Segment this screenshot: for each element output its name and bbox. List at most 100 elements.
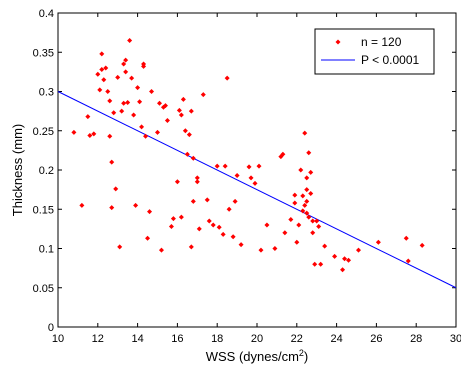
regression-line xyxy=(57,91,457,289)
data-point xyxy=(246,164,252,170)
data-point xyxy=(403,235,409,241)
data-point xyxy=(346,257,352,263)
data-point xyxy=(135,85,141,91)
data-point xyxy=(204,197,210,203)
x-tick-label: 28 xyxy=(410,333,422,345)
data-point xyxy=(294,239,300,245)
data-point xyxy=(272,246,278,251)
data-point xyxy=(99,67,105,73)
data-point xyxy=(109,159,115,165)
data-point xyxy=(119,108,125,114)
data-point xyxy=(419,242,425,248)
data-point xyxy=(222,163,228,169)
data-point xyxy=(342,256,348,262)
data-point xyxy=(304,175,310,181)
x-tick-label: 10 xyxy=(52,333,64,345)
x-tick-label: 26 xyxy=(370,333,382,345)
y-tick-label: 0.2 xyxy=(39,165,54,177)
data-point xyxy=(224,75,230,81)
legend-label-scatter: n = 120 xyxy=(361,35,402,49)
data-point xyxy=(188,244,194,250)
y-tick-label: 0.05 xyxy=(33,283,54,295)
data-point xyxy=(206,218,212,224)
data-point xyxy=(109,205,115,211)
data-point xyxy=(137,99,143,105)
y-tick-label: 0.3 xyxy=(39,87,54,99)
data-point xyxy=(101,77,107,83)
data-point xyxy=(145,235,151,241)
data-point xyxy=(308,169,314,175)
legend-label-line: P < 0.0001 xyxy=(361,53,419,67)
data-point xyxy=(131,112,137,118)
x-axis-title-superscript: 2 xyxy=(299,348,304,358)
data-point xyxy=(232,198,238,204)
data-point xyxy=(306,214,312,220)
data-point xyxy=(143,133,149,139)
data-point xyxy=(133,202,139,208)
data-point xyxy=(340,267,346,273)
data-point xyxy=(71,129,77,135)
data-point xyxy=(103,65,109,71)
data-point xyxy=(79,202,85,208)
data-points xyxy=(71,37,425,273)
data-point xyxy=(115,74,121,80)
data-point xyxy=(95,71,101,77)
data-point xyxy=(316,224,322,230)
data-point xyxy=(85,114,91,120)
data-point xyxy=(310,218,316,224)
x-tick-label: 20 xyxy=(251,333,263,345)
data-point xyxy=(300,208,306,214)
x-tick-label: 12 xyxy=(92,333,104,345)
data-point xyxy=(248,175,254,181)
data-point xyxy=(190,198,196,204)
data-point xyxy=(155,129,160,135)
y-axis-title: Thickness (mm) xyxy=(10,124,25,216)
data-point xyxy=(238,242,244,248)
y-tick-label: 0.1 xyxy=(39,244,54,256)
data-point xyxy=(264,222,270,228)
data-point xyxy=(304,198,310,204)
data-point xyxy=(355,247,361,253)
data-point xyxy=(123,69,129,75)
data-point xyxy=(123,57,129,63)
axis-ticks: 10 12 14 16 18 20 22 24 26 28 30 0 0.05 0.1 0.15 0.2 0.2… xyxy=(33,8,461,345)
data-point xyxy=(158,247,164,253)
data-point xyxy=(121,61,127,67)
data-point xyxy=(162,103,168,109)
data-point xyxy=(220,231,226,237)
legend-box xyxy=(314,28,435,75)
x-tick-label: 16 xyxy=(171,333,183,345)
data-point xyxy=(306,150,312,156)
data-point xyxy=(91,131,97,137)
data-point xyxy=(258,247,264,253)
data-point xyxy=(182,128,188,134)
data-point xyxy=(288,216,294,222)
data-point xyxy=(256,163,262,169)
data-point xyxy=(141,63,147,69)
y-tick-label: 0.35 xyxy=(33,47,54,59)
x-tick-label: 24 xyxy=(330,333,342,345)
data-point xyxy=(87,132,93,138)
data-point xyxy=(117,244,123,250)
data-point xyxy=(147,209,153,215)
data-point xyxy=(298,167,304,173)
y-tick-label: 0.4 xyxy=(39,8,54,20)
data-point xyxy=(156,100,162,106)
data-point xyxy=(149,89,155,94)
data-point xyxy=(168,224,174,230)
x-axis-title-tail: ) xyxy=(304,349,308,364)
data-point xyxy=(111,110,117,116)
data-point xyxy=(121,100,127,106)
data-point xyxy=(308,191,314,197)
data-point xyxy=(194,175,200,181)
x-tick-label: 14 xyxy=(131,333,143,345)
data-point xyxy=(178,112,184,118)
y-tick-label: 0.15 xyxy=(33,204,54,216)
data-point xyxy=(302,202,308,208)
data-point xyxy=(312,261,318,267)
data-point xyxy=(214,163,220,169)
data-point xyxy=(234,172,240,178)
x-tick-label: 30 xyxy=(450,333,461,345)
data-point xyxy=(113,186,119,192)
